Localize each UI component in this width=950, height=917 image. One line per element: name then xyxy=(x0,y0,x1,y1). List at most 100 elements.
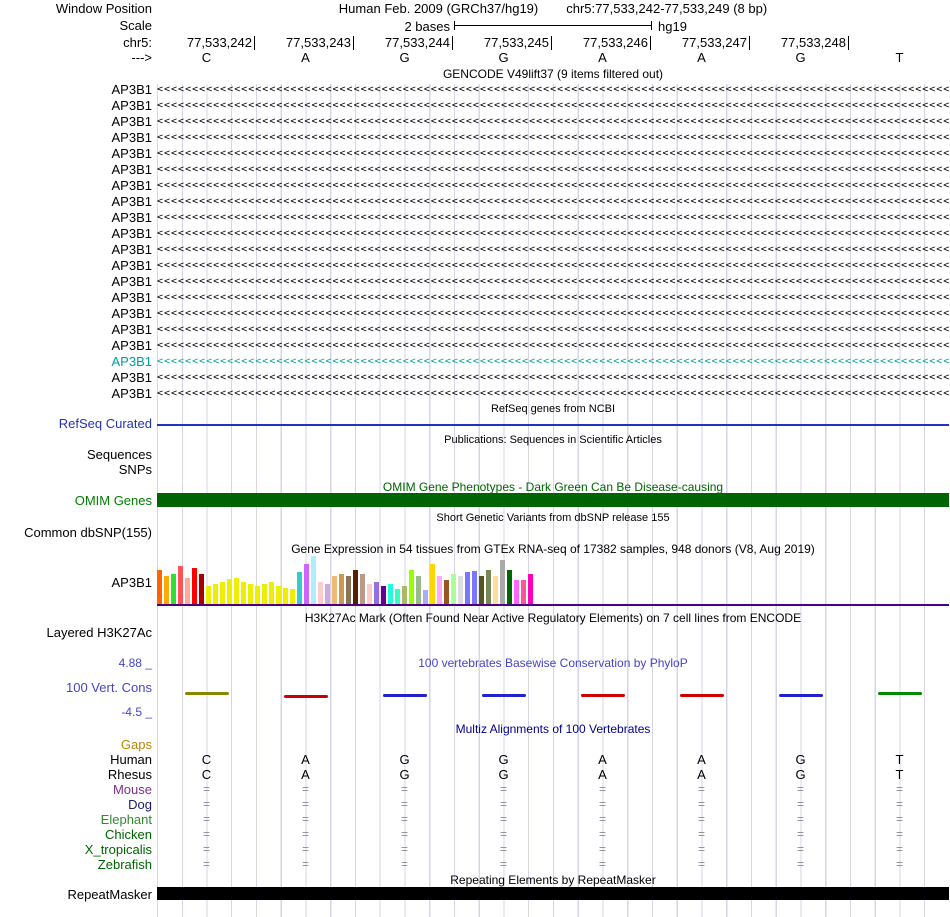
gtex-gene-label[interactable]: AP3B1 xyxy=(111,575,152,590)
publications-track-title[interactable]: Publications: Sequences in Scientific Ar… xyxy=(444,434,662,446)
gencode-transcript-arrows[interactable]: <<<<<<<<<<<<<<<<<<<<<<<<<<<<<<<<<<<<<<<<… xyxy=(157,276,949,287)
coordinate-label[interactable]: 77,533,245 xyxy=(454,36,552,50)
alignment-base: = xyxy=(895,842,903,856)
gencode-transcript-label[interactable]: AP3B1 xyxy=(111,306,152,321)
gencode-transcript-arrows[interactable]: <<<<<<<<<<<<<<<<<<<<<<<<<<<<<<<<<<<<<<<<… xyxy=(157,388,949,399)
repeatmasker-track-title[interactable]: Repeating Elements by RepeatMasker xyxy=(450,873,656,887)
gencode-transcript-arrows[interactable]: <<<<<<<<<<<<<<<<<<<<<<<<<<<<<<<<<<<<<<<<… xyxy=(157,196,949,207)
gencode-transcript-arrows[interactable]: <<<<<<<<<<<<<<<<<<<<<<<<<<<<<<<<<<<<<<<<… xyxy=(157,100,949,111)
gtex-bar-chart[interactable] xyxy=(157,556,949,604)
coordinate-label[interactable]: 77,533,247 xyxy=(652,36,750,50)
dbsnp-track-title[interactable]: Short Genetic Variants from dbSNP releas… xyxy=(436,512,670,524)
gencode-transcript-arrows[interactable]: <<<<<<<<<<<<<<<<<<<<<<<<<<<<<<<<<<<<<<<<… xyxy=(157,164,949,175)
species-label-human[interactable]: Human xyxy=(110,752,152,767)
gtex-tissue-bar xyxy=(458,576,463,604)
gencode-track-title[interactable]: GENCODE V49lift37 (9 items filtered out) xyxy=(442,67,664,81)
alignment-base: = xyxy=(895,827,903,841)
gencode-transcript-arrows[interactable]: <<<<<<<<<<<<<<<<<<<<<<<<<<<<<<<<<<<<<<<<… xyxy=(157,308,949,319)
snps-track-label[interactable]: SNPs xyxy=(118,462,152,477)
gencode-transcript-label[interactable]: AP3B1 xyxy=(111,178,152,193)
refseq-curated-label[interactable]: RefSeq Curated xyxy=(58,416,152,431)
gencode-transcript-arrows[interactable]: <<<<<<<<<<<<<<<<<<<<<<<<<<<<<<<<<<<<<<<<… xyxy=(157,292,949,303)
gencode-transcript-label[interactable]: AP3B1 xyxy=(111,82,152,97)
gencode-transcript-arrows[interactable]: <<<<<<<<<<<<<<<<<<<<<<<<<<<<<<<<<<<<<<<<… xyxy=(157,244,949,255)
species-label-gaps[interactable]: Gaps xyxy=(120,737,152,752)
coordinate-label[interactable]: 77,533,242 xyxy=(157,36,255,50)
gencode-transcript-label[interactable]: AP3B1 xyxy=(111,338,152,353)
species-label-chicken[interactable]: Chicken xyxy=(105,827,152,842)
gencode-transcript-arrows[interactable]: <<<<<<<<<<<<<<<<<<<<<<<<<<<<<<<<<<<<<<<<… xyxy=(157,180,949,191)
gencode-transcript-label[interactable]: AP3B1 xyxy=(111,242,152,257)
gencode-transcript-arrows[interactable]: <<<<<<<<<<<<<<<<<<<<<<<<<<<<<<<<<<<<<<<<… xyxy=(157,148,949,159)
gencode-transcript-arrows[interactable]: <<<<<<<<<<<<<<<<<<<<<<<<<<<<<<<<<<<<<<<<… xyxy=(157,356,949,367)
refseq-track-title[interactable]: RefSeq genes from NCBI xyxy=(490,403,616,415)
gencode-transcript-label[interactable]: AP3B1 xyxy=(111,386,152,401)
gencode-transcript-arrows[interactable]: <<<<<<<<<<<<<<<<<<<<<<<<<<<<<<<<<<<<<<<<… xyxy=(157,132,949,143)
species-label-dog[interactable]: Dog xyxy=(128,797,152,812)
gencode-transcript-arrows[interactable]: <<<<<<<<<<<<<<<<<<<<<<<<<<<<<<<<<<<<<<<<… xyxy=(157,340,949,351)
alignment-base: = xyxy=(499,812,507,826)
window-position-label: Window Position xyxy=(55,1,152,16)
gtex-tissue-bar xyxy=(304,564,309,604)
omim-track-title[interactable]: OMIM Gene Phenotypes - Dark Green Can Be… xyxy=(382,480,724,494)
gencode-transcript-arrows[interactable]: <<<<<<<<<<<<<<<<<<<<<<<<<<<<<<<<<<<<<<<<… xyxy=(157,212,949,223)
alignment-base: = xyxy=(796,842,804,856)
gencode-transcript-label[interactable]: AP3B1 xyxy=(111,274,152,289)
species-label-zebrafish[interactable]: Zebrafish xyxy=(97,857,152,872)
gencode-transcript-label[interactable]: AP3B1 xyxy=(111,130,152,145)
gencode-transcript-label[interactable]: AP3B1 xyxy=(111,354,152,369)
gtex-tissue-bar xyxy=(486,570,491,604)
gencode-transcript-label[interactable]: AP3B1 xyxy=(111,194,152,209)
gencode-transcript-arrows[interactable]: <<<<<<<<<<<<<<<<<<<<<<<<<<<<<<<<<<<<<<<<… xyxy=(157,84,949,95)
refseq-curated-item[interactable] xyxy=(157,424,949,426)
omim-genes-label[interactable]: OMIM Genes xyxy=(74,493,152,508)
h3k27ac-track-label[interactable]: Layered H3K27Ac xyxy=(46,625,152,640)
alignment-base: = xyxy=(400,812,408,826)
gencode-transcript-label[interactable]: AP3B1 xyxy=(111,226,152,241)
alignment-base: = xyxy=(895,797,903,811)
alignment-base: = xyxy=(499,842,507,856)
gencode-transcript-arrows[interactable]: <<<<<<<<<<<<<<<<<<<<<<<<<<<<<<<<<<<<<<<<… xyxy=(157,372,949,383)
gtex-tissue-bar xyxy=(290,589,295,604)
coordinate-label[interactable]: 77,533,244 xyxy=(355,36,453,50)
phylop-min-value: -4.5 _ xyxy=(121,705,152,719)
gencode-transcript-label[interactable]: AP3B1 xyxy=(111,98,152,113)
dbsnp-track-label[interactable]: Common dbSNP(155) xyxy=(24,525,152,540)
gencode-transcript-arrows[interactable]: <<<<<<<<<<<<<<<<<<<<<<<<<<<<<<<<<<<<<<<<… xyxy=(157,324,949,335)
gencode-transcript-label[interactable]: AP3B1 xyxy=(111,290,152,305)
gencode-transcript-arrows[interactable]: <<<<<<<<<<<<<<<<<<<<<<<<<<<<<<<<<<<<<<<<… xyxy=(157,260,949,271)
species-label-mouse[interactable]: Mouse xyxy=(112,782,152,797)
multiz-species-row: Elephant = = = = = = = = xyxy=(0,812,950,827)
repeatmasker-item[interactable] xyxy=(157,887,949,900)
species-label-x_tropicalis[interactable]: X_tropicalis xyxy=(84,842,152,857)
species-label-elephant[interactable]: Elephant xyxy=(100,812,152,827)
gencode-transcript-label[interactable]: AP3B1 xyxy=(111,210,152,225)
gencode-transcript-label[interactable]: AP3B1 xyxy=(111,258,152,273)
gencode-transcript-label[interactable]: AP3B1 xyxy=(111,370,152,385)
h3k27ac-track-title[interactable]: H3K27Ac Mark (Often Found Near Active Re… xyxy=(304,611,802,625)
repeatmasker-track-label[interactable]: RepeatMasker xyxy=(67,887,152,902)
gtex-track-title[interactable]: Gene Expression in 54 tissues from GTEx … xyxy=(291,542,815,556)
phylop-track-label[interactable]: 100 Vert. Cons xyxy=(66,680,152,695)
multiz-track-title[interactable]: Multiz Alignments of 100 Vertebrates xyxy=(455,722,651,736)
species-label-rhesus[interactable]: Rhesus xyxy=(107,767,152,782)
alignment-base: = xyxy=(301,827,309,841)
gtex-tissue-bar xyxy=(227,579,232,604)
gencode-transcript-arrows[interactable]: <<<<<<<<<<<<<<<<<<<<<<<<<<<<<<<<<<<<<<<<… xyxy=(157,116,949,127)
gencode-transcript-label[interactable]: AP3B1 xyxy=(111,322,152,337)
gtex-tissue-bar xyxy=(360,574,365,604)
alignment-base: G xyxy=(795,752,806,767)
chromosome-label: chr5: xyxy=(123,35,152,50)
coordinate-label[interactable]: 77,533,246 xyxy=(553,36,651,50)
gencode-transcript-label[interactable]: AP3B1 xyxy=(111,146,152,161)
gencode-transcript-label[interactable]: AP3B1 xyxy=(111,162,152,177)
gencode-transcript-row: AP3B1 <<<<<<<<<<<<<<<<<<<<<<<<<<<<<<<<<<<… xyxy=(0,210,950,226)
phylop-track-title[interactable]: 100 vertebrates Basewise Conservation by… xyxy=(418,656,688,670)
omim-gene-item[interactable] xyxy=(157,493,949,507)
sequences-track-label[interactable]: Sequences xyxy=(86,447,152,462)
coordinate-label[interactable]: 77,533,243 xyxy=(256,36,354,50)
gencode-transcript-arrows[interactable]: <<<<<<<<<<<<<<<<<<<<<<<<<<<<<<<<<<<<<<<<… xyxy=(157,228,949,239)
gencode-transcript-label[interactable]: AP3B1 xyxy=(111,114,152,129)
coordinate-label[interactable]: 77,533,248 xyxy=(751,36,849,50)
alignment-base: = xyxy=(598,812,606,826)
